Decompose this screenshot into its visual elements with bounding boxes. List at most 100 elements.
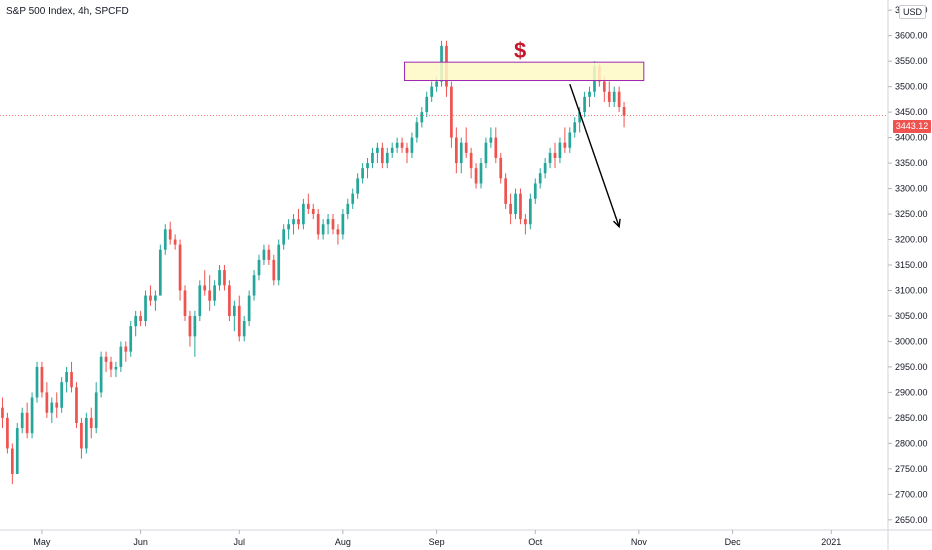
candle-body — [228, 285, 231, 316]
price-tick-label: 2900.00 — [895, 387, 928, 397]
candle-body — [242, 321, 246, 337]
candle-body — [30, 397, 34, 434]
candle-body — [479, 163, 483, 184]
price-tick-label: 3600.00 — [895, 31, 928, 41]
candle-body — [139, 315, 142, 322]
candle-body — [346, 203, 350, 215]
candle-body — [504, 178, 508, 204]
time-tick-label: Aug — [335, 537, 351, 547]
candle-body — [543, 163, 547, 174]
candle-body — [119, 346, 123, 367]
projection-arrow-line[interactable] — [569, 83, 620, 228]
candle-body — [114, 366, 118, 370]
price-tick-label: 2950.00 — [895, 362, 928, 372]
chart-title[interactable]: S&P 500 Index, 4h, SPCFD — [6, 6, 129, 17]
candle-body — [588, 91, 591, 97]
candle-body — [183, 290, 187, 316]
candle-body — [144, 295, 147, 322]
candle-body — [292, 219, 295, 225]
candle-body — [45, 392, 49, 413]
candle-body — [558, 142, 562, 158]
candle-body — [15, 428, 19, 474]
price-tick-label: 2650.00 — [895, 515, 928, 525]
candle-body — [173, 239, 177, 245]
candle-body — [484, 142, 488, 164]
price-axis[interactable]: 2650.00 2700.00 2750.00 2800.00 2850.00 2900.… — [887, 0, 928, 550]
candle-body — [553, 152, 557, 158]
candle-body — [262, 249, 266, 260]
resistance-zone[interactable] — [404, 61, 645, 82]
candle-body — [277, 244, 281, 281]
price-tick-label: 3450.00 — [895, 107, 928, 117]
time-tick-label: Oct — [528, 537, 543, 547]
candle-body — [75, 387, 78, 423]
candle-body — [10, 448, 14, 474]
candle-body — [612, 91, 616, 102]
candle-body — [272, 259, 276, 281]
candle-body — [50, 402, 54, 413]
candle-body — [94, 392, 98, 429]
candle-body — [425, 96, 429, 113]
candle-body — [390, 147, 394, 153]
candle-body — [371, 152, 374, 164]
candle-body — [573, 122, 577, 133]
candle-body — [6, 417, 9, 449]
candle-body — [188, 315, 192, 337]
candle-body — [415, 122, 419, 138]
price-tick-label: 2750.00 — [895, 464, 928, 474]
candle-body — [469, 152, 473, 169]
time-axis[interactable]: May Jun Jul Aug Sep Oct Nov Dec 2021 — [0, 529, 932, 547]
candle-body — [247, 295, 251, 322]
candle-body — [351, 193, 355, 204]
candle-body — [450, 86, 453, 138]
price-tick-label: 2850.00 — [895, 413, 928, 423]
price-tick-label: 3250.00 — [895, 209, 928, 219]
candle-body — [267, 249, 271, 260]
candle-body — [494, 137, 498, 158]
candle-body — [70, 372, 73, 388]
candle-body — [366, 163, 369, 169]
price-tick-label: 3200.00 — [895, 235, 928, 245]
candle-body — [341, 214, 345, 235]
price-tick-label: 3500.00 — [895, 82, 928, 92]
price-tick-label: 3300.00 — [895, 184, 928, 194]
candle-body — [149, 295, 152, 301]
candle-body — [617, 91, 621, 108]
candle-body — [420, 112, 424, 123]
price-tick-label: 3050.00 — [895, 311, 928, 321]
candle-body — [454, 137, 458, 164]
candle-body — [316, 214, 320, 235]
candle-body — [109, 361, 113, 370]
candle-body — [563, 142, 567, 148]
candle-body — [193, 315, 197, 337]
price-tick-label: 3550.00 — [895, 56, 928, 66]
candle-body — [104, 356, 108, 362]
candle-body — [405, 147, 409, 153]
price-tick-label: 3100.00 — [895, 285, 928, 295]
candle-body — [602, 81, 606, 92]
time-tick-label: 2021 — [821, 537, 841, 547]
candle-body — [548, 152, 552, 164]
currency-badge[interactable]: USD — [899, 5, 927, 19]
candle-body — [287, 224, 290, 230]
candle-body — [99, 356, 103, 393]
candle-body — [435, 81, 438, 87]
candle-body — [583, 96, 586, 113]
time-tick-label: Jul — [234, 537, 246, 547]
last-price-tag: 3443.12 — [893, 120, 931, 133]
candle-body — [356, 178, 360, 194]
candle-body — [134, 315, 138, 327]
candle-body — [578, 112, 582, 123]
candle-body — [519, 193, 522, 220]
candle-body — [489, 137, 493, 143]
candle-body — [509, 203, 512, 215]
candle-body — [321, 224, 325, 235]
candle-body — [464, 142, 468, 153]
price-tick-label: 3150.00 — [895, 260, 928, 270]
candle-body — [20, 412, 24, 429]
candle-body — [311, 208, 315, 215]
candle-body — [400, 142, 404, 148]
time-tick-label: Jun — [133, 537, 148, 547]
candle-body — [232, 305, 236, 316]
